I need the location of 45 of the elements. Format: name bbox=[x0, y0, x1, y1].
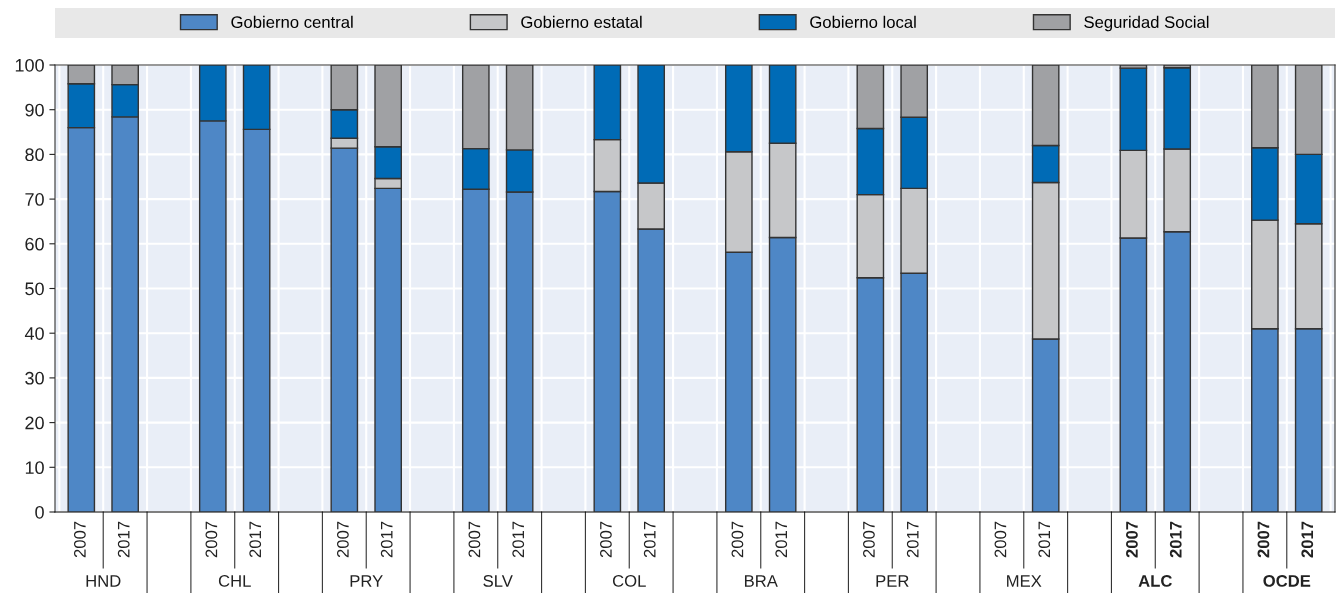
x-tick-label: 2017 bbox=[380, 521, 393, 558]
y-tick-label: 20 bbox=[25, 416, 44, 430]
x-tick-label: 2017 bbox=[512, 521, 525, 558]
x-tick-label: 2007 bbox=[994, 521, 1007, 558]
y-tick-label: 70 bbox=[25, 193, 44, 206]
x-tick-label: 2017 bbox=[906, 521, 919, 558]
text: COL bbox=[612, 575, 646, 587]
x-tick-label: 2007 bbox=[468, 521, 481, 558]
y-tick-label: 10 bbox=[25, 461, 44, 475]
y-tick-label: 90 bbox=[25, 103, 44, 117]
text: OCDE bbox=[1263, 575, 1311, 587]
x-tick-label: 2007 bbox=[205, 521, 218, 558]
x-tick-label: 2017 bbox=[775, 521, 788, 558]
x-tick-label: 2017 bbox=[643, 521, 656, 558]
x-tick-label: 2017 bbox=[1301, 521, 1314, 558]
legend-label: Gobierno local bbox=[810, 15, 916, 29]
legend-label: Gobierno estatal bbox=[521, 15, 642, 29]
x-tick-label: 2007 bbox=[1257, 521, 1270, 558]
x-tick-label: 2007 bbox=[73, 521, 86, 558]
x-tick-label: 2007 bbox=[1126, 521, 1138, 558]
legend-label: Gobierno central bbox=[231, 15, 353, 29]
text: HND bbox=[86, 575, 121, 587]
text: ALC bbox=[1138, 575, 1172, 587]
y-tick-label: 40 bbox=[24, 327, 44, 340]
y-tick-label: 0 bbox=[35, 505, 44, 519]
x-tick-label: 2017 bbox=[117, 521, 130, 558]
text: CHL bbox=[218, 575, 251, 587]
x-tick-label: 2017 bbox=[249, 521, 262, 558]
text: PER bbox=[876, 575, 909, 587]
legend-label: Seguridad Social bbox=[1084, 15, 1209, 32]
x-tick-label: 2017 bbox=[1169, 521, 1182, 558]
x-tick-label: 2007 bbox=[731, 521, 744, 558]
y-tick-label: 60 bbox=[25, 237, 44, 251]
text: BRA bbox=[744, 575, 778, 587]
y-tick-label: 80 bbox=[25, 148, 44, 162]
text: MEX bbox=[1007, 575, 1042, 587]
x-tick-label: 2007 bbox=[863, 521, 875, 558]
y-tick-label: 50 bbox=[25, 282, 44, 296]
text: SLV bbox=[483, 575, 513, 587]
text: PRY bbox=[350, 575, 383, 587]
y-tick-label: 30 bbox=[25, 371, 44, 385]
x-tick-label: 2017 bbox=[1038, 521, 1051, 558]
y-tick-label: 100 bbox=[15, 58, 44, 72]
x-tick-label: 2007 bbox=[600, 521, 612, 558]
x-tick-label: 2007 bbox=[336, 521, 349, 558]
